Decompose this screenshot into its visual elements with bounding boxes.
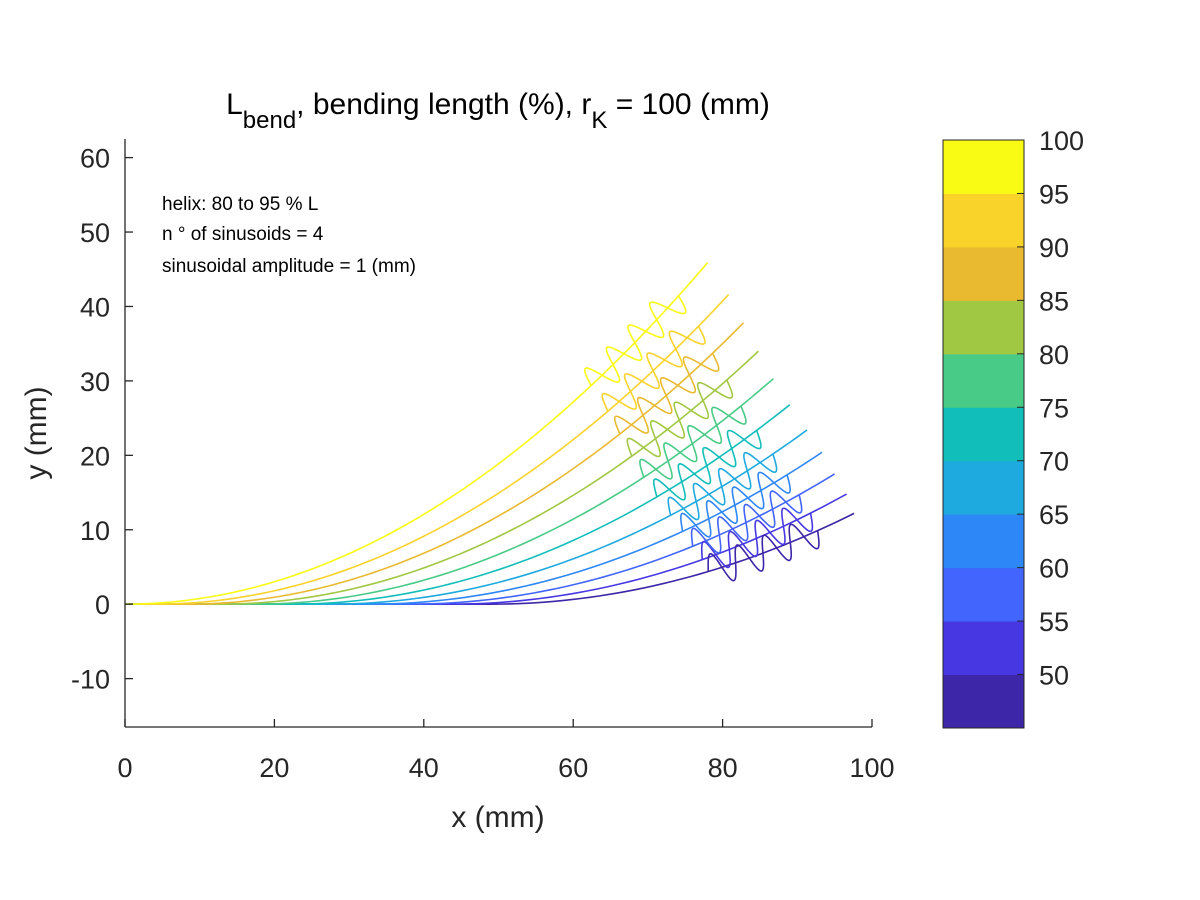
colorbar-band-65 [943, 514, 1024, 569]
y-tick-label: 60 [80, 144, 110, 174]
colorbar-band-60 [943, 567, 1024, 622]
x-tick-label: 60 [558, 753, 588, 783]
colorbar: 50 55 60 65 70 75 80 85 90 95 100 [942, 126, 1084, 729]
y-axis-label: y (mm) [20, 386, 53, 479]
title-end: = 100 (mm) [607, 88, 770, 121]
series-layer [124, 262, 855, 605]
title-main: L [226, 88, 243, 121]
colorbar-band-80 [943, 353, 1024, 408]
y-tick-label: 30 [80, 367, 110, 397]
colorbar-tick-label: 90 [1039, 233, 1069, 263]
helix-segment-95 [601, 325, 706, 412]
series-line-85 [125, 350, 760, 605]
chart-title: Lbend, bending length (%), rK = 100 (mm) [226, 88, 770, 134]
helix-segment-90 [613, 352, 720, 435]
colorbar-tick-label: 95 [1039, 179, 1069, 209]
title-main-subscript: bend [243, 107, 296, 134]
colorbar-tick-label: 75 [1039, 393, 1069, 423]
colorbar-tick-label: 60 [1039, 554, 1069, 584]
x-axis-label: x (mm) [451, 801, 544, 834]
helix-segment-65 [680, 471, 792, 538]
colorbar-frame [942, 139, 1025, 729]
helix-segment-80 [639, 405, 747, 480]
colorbar-band-100 [943, 140, 1024, 194]
series-line-70 [125, 429, 808, 605]
annotation-sinusoid-amplitude: sinusoidal amplitude = 1 (mm) [162, 256, 416, 277]
colorbar-band-70 [943, 460, 1024, 515]
x-tick-label: 80 [708, 753, 738, 783]
series-line-95 [125, 294, 730, 605]
helix-layer [583, 295, 820, 582]
series-line-55 [125, 493, 847, 605]
series-line-65 [125, 451, 823, 605]
colorbar-band-55 [943, 621, 1024, 676]
helix-segment-75 [652, 429, 762, 501]
helix-segment-70 [667, 451, 778, 521]
y-axis-ticks: -10 0 10 20 30 40 50 60 [71, 144, 133, 695]
y-tick-label: 10 [80, 516, 110, 546]
annotation-helix-range: helix: 80 to 95 % L [162, 194, 318, 215]
x-tick-label: 100 [849, 753, 894, 783]
y-tick-label: -10 [71, 665, 110, 695]
y-tick-label: 0 [95, 590, 110, 620]
title-middle: , bending length (%), r [296, 88, 591, 121]
x-axis-ticks: 0 20 40 60 80 100 [117, 719, 895, 783]
title-r-subscript: K [591, 107, 607, 134]
series-line-100 [124, 262, 709, 605]
helix-segment-100 [583, 295, 687, 386]
helix-segment-55 [700, 507, 814, 569]
colorbar-tick-label: 55 [1039, 607, 1069, 637]
helix-segment-50 [707, 523, 820, 582]
colorbar-band-75 [943, 407, 1024, 462]
annotation-block: helix: 80 to 95 % L n ° of sinusoids = 4… [162, 194, 416, 277]
colorbar-tick-label: 70 [1039, 447, 1069, 477]
colorbar-band-95 [943, 193, 1024, 248]
colorbar-tick-label: 50 [1039, 661, 1069, 691]
colorbar-band-50 [943, 674, 1024, 729]
colorbar-tick-label: 80 [1039, 340, 1069, 370]
helix-segment-85 [626, 379, 734, 458]
colorbar-tick-label: 65 [1039, 500, 1069, 530]
colorbar-band-85 [943, 300, 1024, 355]
x-tick-label: 0 [117, 753, 132, 783]
y-tick-label: 40 [80, 292, 110, 322]
plot-area: 0 20 40 60 80 100 -10 0 10 20 30 40 50 60 [71, 139, 895, 783]
helix-segment-60 [690, 490, 803, 554]
x-tick-label: 40 [409, 753, 439, 783]
y-tick-label: 50 [80, 218, 110, 248]
series-line-90 [125, 322, 745, 605]
colorbar-ticks: 50 55 60 65 70 75 80 85 90 95 100 [1017, 126, 1084, 691]
x-tick-label: 20 [259, 753, 289, 783]
annotation-sinusoid-count: n ° of sinusoids = 4 [162, 224, 324, 245]
colorbar-tick-label: 85 [1039, 286, 1069, 316]
colorbar-bands [943, 140, 1024, 729]
colorbar-tick-label: 100 [1039, 126, 1084, 156]
y-tick-label: 20 [80, 441, 110, 471]
colorbar-band-90 [943, 246, 1024, 301]
